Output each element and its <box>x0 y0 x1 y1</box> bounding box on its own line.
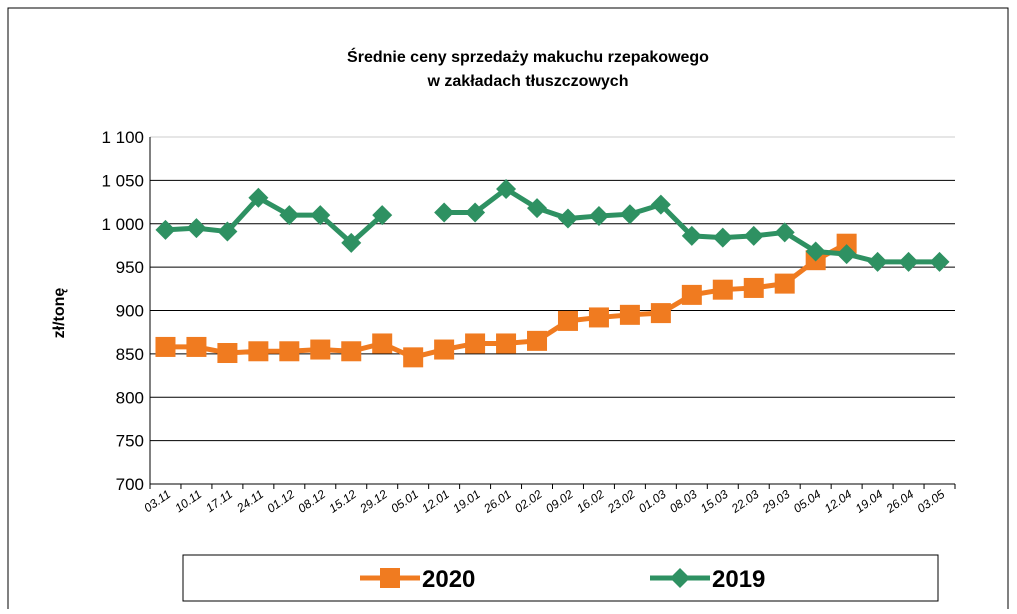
marker <box>588 307 609 328</box>
marker <box>434 202 455 223</box>
marker <box>380 568 400 588</box>
marker <box>465 333 486 354</box>
legend-label: 2020 <box>422 566 475 593</box>
marker <box>186 218 207 239</box>
marker <box>774 273 795 294</box>
marker <box>836 233 857 254</box>
marker <box>527 330 548 351</box>
marker <box>341 232 362 253</box>
marker <box>867 251 888 272</box>
marker <box>557 208 578 229</box>
marker <box>310 205 331 226</box>
marker <box>670 568 690 588</box>
marker <box>619 304 640 325</box>
marker <box>465 202 486 223</box>
chart-title: Średnie ceny sprzedaży makuchu rzepakowe… <box>347 47 709 66</box>
marker <box>434 339 455 360</box>
marker <box>929 251 950 272</box>
marker <box>681 284 702 305</box>
marker <box>650 194 671 215</box>
y-tick-label: 1 100 <box>101 128 144 147</box>
marker <box>712 227 733 248</box>
y-tick-label: 950 <box>116 258 144 277</box>
marker <box>712 279 733 300</box>
marker <box>496 179 517 200</box>
y-tick-label: 1 000 <box>101 215 144 234</box>
marker <box>155 336 176 357</box>
marker <box>619 204 640 225</box>
marker <box>588 205 609 226</box>
marker <box>557 310 578 331</box>
marker <box>650 303 671 324</box>
y-tick-label: 800 <box>116 388 144 407</box>
marker <box>805 241 826 262</box>
marker <box>372 333 393 354</box>
marker <box>186 336 207 357</box>
y-tick-label: 900 <box>116 302 144 321</box>
marker <box>403 347 424 368</box>
marker <box>217 343 238 364</box>
marker <box>496 333 517 354</box>
marker <box>279 341 300 362</box>
marker <box>743 225 764 246</box>
marker <box>341 341 362 362</box>
legend-label: 2019 <box>712 566 765 593</box>
marker <box>248 187 269 208</box>
chart-subtitle: w zakładach tłuszczowych <box>427 73 629 90</box>
marker <box>774 222 795 243</box>
marker <box>248 341 269 362</box>
marker <box>681 225 702 246</box>
y-tick-label: 1 050 <box>101 171 144 190</box>
marker <box>279 205 300 226</box>
y-tick-label: 850 <box>116 345 144 364</box>
y-axis-label: zł/tonę <box>51 288 68 339</box>
marker <box>836 244 857 265</box>
marker <box>155 219 176 240</box>
marker <box>310 339 331 360</box>
marker <box>898 251 919 272</box>
y-tick-label: 750 <box>116 432 144 451</box>
marker <box>527 198 548 219</box>
marker <box>372 205 393 226</box>
chart-border <box>7 7 1009 614</box>
marker <box>743 277 764 298</box>
legend-box <box>182 554 939 602</box>
marker <box>217 221 238 242</box>
y-tick-label: 700 <box>116 475 144 494</box>
